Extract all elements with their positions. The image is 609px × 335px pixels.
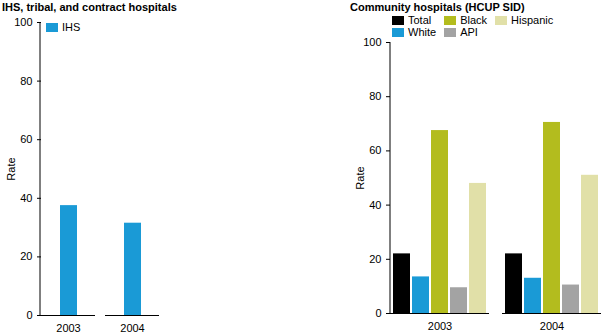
svg-text:80: 80 — [369, 90, 381, 102]
html-text:Black: Black — [460, 14, 487, 26]
svg-text:20: 20 — [20, 250, 32, 262]
svg-text:0: 0 — [375, 307, 381, 319]
svg-text:40: 40 — [369, 199, 381, 211]
svg-text:60: 60 — [369, 144, 381, 156]
svg-text:60: 60 — [20, 133, 32, 145]
svg-text:100: 100 — [14, 16, 32, 28]
html-text:API: API — [460, 26, 478, 38]
html-text:Hispanic: Hispanic — [511, 14, 554, 26]
html-text:Community hospitals (HCUP SID): Community hospitals (HCUP SID) — [350, 1, 525, 13]
svg-text:100: 100 — [363, 36, 381, 48]
svg-text:Rate: Rate — [354, 166, 366, 189]
svg-text:80: 80 — [20, 75, 32, 87]
svg-text:20: 20 — [369, 253, 381, 265]
html-text:Total: Total — [408, 14, 432, 26]
html-text:IHS, tribal, and contract hosp: IHS, tribal, and contract hospitals — [2, 1, 177, 13]
svg-text:2003: 2003 — [56, 322, 80, 334]
svg-text:2003: 2003 — [428, 320, 452, 332]
html-text:IHS: IHS — [62, 21, 81, 33]
svg-text:0: 0 — [26, 309, 32, 321]
svg-text:2004: 2004 — [120, 322, 144, 334]
html-text:White: White — [408, 26, 437, 38]
svg-text:2004: 2004 — [540, 320, 564, 332]
svg-text:40: 40 — [20, 192, 32, 204]
svg-text:Rate: Rate — [5, 157, 17, 180]
